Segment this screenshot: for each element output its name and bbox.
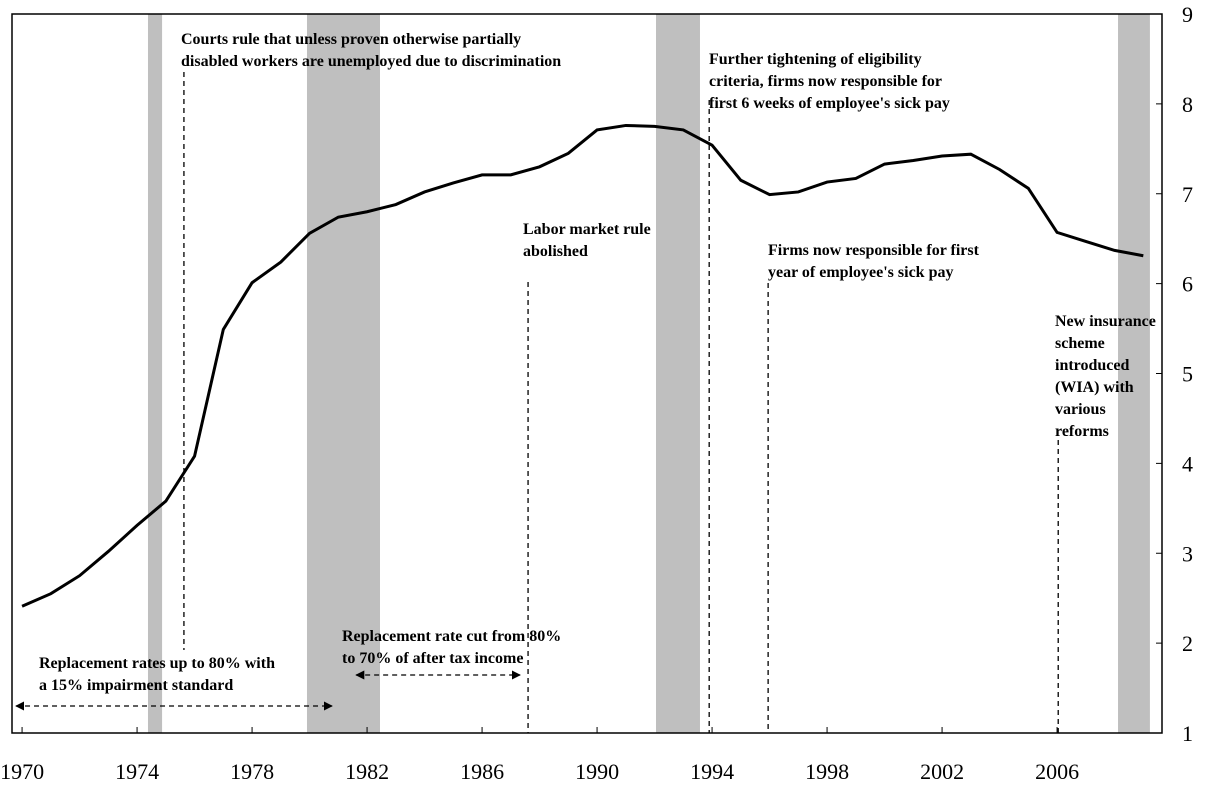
- annotation-text: New insurance: [1055, 313, 1156, 330]
- recession-band: [1118, 14, 1150, 733]
- annotation-text: reforms: [1055, 423, 1109, 440]
- x-tick-label: 1970: [0, 759, 44, 784]
- annotation-text: (WIA) with: [1055, 379, 1134, 396]
- recession-band: [306, 14, 380, 733]
- y-tick-label: 2: [1182, 631, 1193, 656]
- annotation-text: various: [1055, 401, 1106, 418]
- annotation-text: Firms now responsible for first: [768, 242, 980, 259]
- x-tick-label: 2006: [1035, 759, 1079, 784]
- y-tick-label: 1: [1182, 721, 1193, 746]
- y-tick-label: 3: [1182, 541, 1193, 566]
- annotation-text: criteria, firms now responsible for: [709, 73, 942, 90]
- recession-band: [656, 14, 700, 733]
- x-tick-label: 2002: [920, 759, 964, 784]
- x-tick-label: 1974: [115, 759, 159, 784]
- x-tick-label: 1990: [575, 759, 619, 784]
- range-text: to 70% of after tax income: [342, 650, 523, 667]
- annotation-text: Further tightening of eligibility: [709, 51, 922, 68]
- annotation-text: year of employee's sick pay: [768, 264, 953, 281]
- y-tick-label: 9: [1182, 2, 1193, 27]
- x-tick-label: 1986: [460, 759, 504, 784]
- annotation-text: Labor market rule: [523, 221, 651, 238]
- recession-band: [147, 14, 163, 733]
- range-text: a 15% impairment standard: [39, 677, 233, 694]
- y-tick-label: 6: [1182, 272, 1193, 297]
- annotation-text: abolished: [523, 243, 588, 260]
- annotation-text: disabled workers are unemployed due to d…: [181, 53, 561, 70]
- annotation-text: scheme: [1055, 335, 1105, 352]
- annotation-text: first 6 weeks of employee's sick pay: [709, 95, 950, 112]
- x-tick-label: 1978: [230, 759, 274, 784]
- data-line: [21, 123, 1144, 608]
- y-tick-label: 8: [1182, 92, 1193, 117]
- x-tick-label: 1998: [805, 759, 849, 784]
- range-text: Replacement rate cut from 80%: [342, 628, 561, 645]
- annotation-text: introduced: [1055, 357, 1129, 374]
- y-tick-label: 7: [1182, 182, 1193, 207]
- y-tick-label: 4: [1182, 451, 1193, 476]
- range-text: Replacement rates up to 80% with: [39, 655, 275, 672]
- y-tick-label: 5: [1182, 362, 1193, 387]
- x-tick-label: 1982: [345, 759, 389, 784]
- annotation-text: Courts rule that unless proven otherwise…: [181, 31, 521, 48]
- x-tick-label: 1994: [690, 759, 734, 784]
